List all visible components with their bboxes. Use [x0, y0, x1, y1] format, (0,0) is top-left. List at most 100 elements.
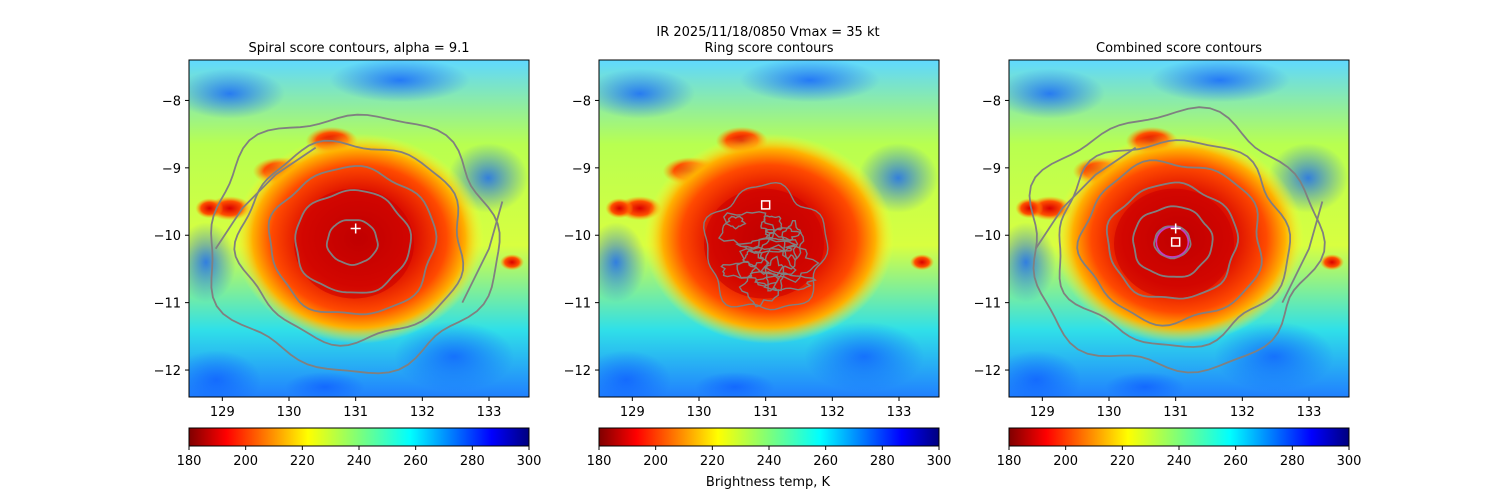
y-tick-label: −12	[974, 364, 1001, 379]
convective-band	[500, 254, 524, 271]
cold-cloud-patch	[394, 321, 515, 392]
x-tick-label: 132	[1230, 405, 1255, 420]
score-contours	[1028, 106, 1326, 374]
contour-level	[1105, 181, 1240, 300]
y-tick-label: −10	[974, 229, 1001, 244]
contour-level	[1058, 139, 1291, 348]
center-plus-marker	[1170, 223, 1181, 234]
x-tick-label: 133	[887, 405, 912, 420]
convective-band	[605, 198, 634, 219]
storm-core	[704, 188, 824, 299]
cold-cloud-patch	[1009, 68, 1105, 119]
ir-image	[1009, 60, 1349, 397]
colorbar-tick-label: 280	[870, 454, 895, 469]
colorbar	[188, 427, 530, 447]
center-square-marker	[760, 200, 771, 210]
cold-cloud-patch	[189, 350, 262, 397]
x-tick-label: 132	[820, 405, 845, 420]
contour-level	[1132, 205, 1214, 278]
x-tick-label: 130	[1097, 405, 1122, 420]
cold-cloud-patch	[695, 371, 775, 397]
colorbar	[1008, 427, 1350, 447]
convective-band	[910, 254, 934, 271]
x-tick-label: 129	[620, 405, 645, 420]
score-contours	[702, 181, 829, 311]
contour-level	[267, 165, 438, 316]
cold-cloud-patch	[329, 60, 470, 103]
score-contours	[210, 113, 504, 375]
colorbar-tick-label: 280	[1280, 454, 1305, 469]
cold-cloud-patch	[189, 222, 236, 303]
y-tick-label: −8	[572, 94, 591, 109]
contour-level	[325, 219, 379, 266]
cold-cloud-patch	[599, 68, 695, 119]
contour-level	[1076, 159, 1263, 327]
cold-cloud-patch	[1149, 60, 1290, 103]
x-tick-label: 130	[277, 405, 302, 420]
y-tick-label: −10	[564, 229, 591, 244]
spiral-arm	[1281, 201, 1324, 304]
x-tick-label: 129	[1030, 405, 1055, 420]
colorbar-tick-label: 180	[587, 454, 612, 469]
x-tick-label: 129	[210, 405, 235, 420]
cold-cloud-patch	[599, 350, 672, 397]
colorbar-tick-label: 180	[177, 454, 202, 469]
x-tick-label: 131	[1163, 405, 1188, 420]
spiral-arm	[1034, 146, 1137, 250]
cold-cloud-patch	[189, 68, 285, 119]
x-tick-label: 131	[343, 405, 368, 420]
panel-2: Ring score contours 129 130 131 132 133 −8 −9 −1…	[564, 41, 952, 469]
y-tick-label: −10	[154, 229, 181, 244]
combined-max-contour	[1155, 226, 1190, 258]
colorbar-tick-label: 200	[233, 454, 258, 469]
colorbar-tick-label: 220	[700, 454, 725, 469]
colorbar-tick-label: 240	[1167, 454, 1192, 469]
y-tick-label: −8	[982, 94, 1001, 109]
contour-level	[294, 189, 412, 294]
y-tick-label: −12	[154, 364, 181, 379]
colorbar-tick-label: 300	[927, 454, 952, 469]
spiral-arm	[461, 201, 504, 304]
y-tick-label: −11	[564, 297, 591, 312]
spiral-arm	[214, 146, 317, 250]
center-plus-marker	[350, 223, 361, 234]
cold-cloud-patch	[1009, 350, 1082, 397]
panel-3: Combined score contours 129 130 131 132 133 −8…	[974, 41, 1362, 469]
panel-1: Spiral score contours, alpha = 9.1 129 130…	[154, 41, 542, 469]
cold-cloud-patch	[599, 222, 646, 303]
colorbar-tick-label: 260	[403, 454, 428, 469]
cold-cloud-patch	[285, 371, 365, 397]
convective-band	[1015, 198, 1044, 219]
colorbar-tick-label: 220	[290, 454, 315, 469]
panel-title: Combined score contours	[1096, 41, 1262, 56]
ir-image	[189, 60, 529, 397]
panel-title: Spiral score contours, alpha = 9.1	[248, 41, 469, 56]
contour-level	[233, 139, 465, 347]
ring-contour-outer	[702, 181, 829, 311]
contour-level	[210, 113, 501, 375]
contour-level	[1153, 225, 1192, 260]
colorbar	[598, 427, 940, 447]
y-tick-label: −11	[974, 297, 1001, 312]
storm-core	[294, 188, 414, 299]
colorbar-tick-label: 220	[1110, 454, 1135, 469]
x-tick-label: 131	[753, 405, 778, 420]
x-tick-label: 133	[477, 405, 502, 420]
colorbar-tick-label: 240	[757, 454, 782, 469]
contour-level	[1028, 106, 1326, 374]
ir-image	[599, 60, 939, 397]
colorbar-tick-label: 200	[643, 454, 668, 469]
cold-cloud-patch	[739, 60, 880, 103]
colorbar-tick-label: 200	[1053, 454, 1078, 469]
center-square-marker	[1170, 237, 1181, 247]
colorbar-tick-label: 180	[997, 454, 1022, 469]
cold-cloud-patch	[1214, 321, 1335, 392]
x-tick-label: 130	[687, 405, 712, 420]
cold-cloud-patch	[1009, 222, 1056, 303]
x-tick-label: 133	[1297, 405, 1322, 420]
convective-band	[195, 198, 224, 219]
x-tick-label: 132	[410, 405, 435, 420]
panel-title: Ring score contours	[704, 41, 833, 56]
colorbar-tick-label: 260	[813, 454, 838, 469]
